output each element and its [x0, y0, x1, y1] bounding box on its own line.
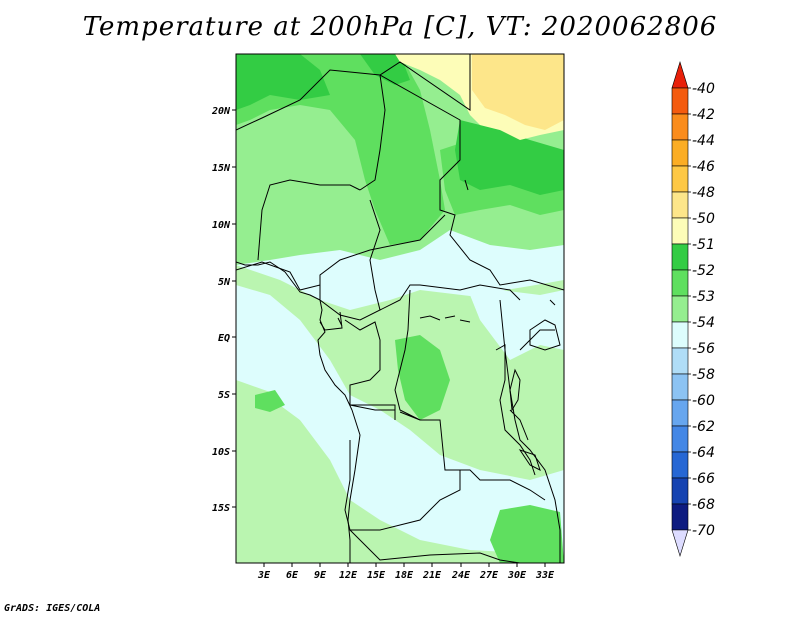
colorbar-label: -68: [692, 497, 715, 513]
colorbar-swatch: [671, 425, 689, 453]
field-dark-green-n: [236, 54, 330, 110]
colorbar-swatch: [671, 87, 689, 115]
lon-label: 6E: [286, 570, 299, 581]
lat-label: 10S: [212, 447, 230, 458]
colorbar-label: -48: [692, 185, 715, 201]
temperature-field: [236, 54, 564, 563]
lat-labels: 20N 15N 10N 5N EQ 5S 10S 15S: [211, 106, 231, 514]
colorbar-label: -64: [692, 445, 715, 461]
field-mid-green-north: [236, 54, 445, 245]
colorbar-label: -42: [692, 107, 715, 123]
lat-label: 15N: [212, 163, 231, 174]
lon-label: 3E: [257, 570, 271, 581]
map-title: Temperature at 200hPa [C], VT: 202006280…: [82, 12, 718, 42]
colorbar-label: -52: [692, 263, 715, 279]
lon-label: 18E: [395, 570, 414, 581]
colorbar-label: -58: [692, 367, 715, 383]
lat-label: 5N: [218, 277, 231, 288]
lat-axis: [232, 109, 236, 508]
colorbar-label: -54: [692, 315, 715, 331]
colorbar-swatch: [671, 347, 689, 375]
field-mid-green-swpatch: [255, 390, 285, 412]
colorbar-label: -66: [692, 471, 715, 487]
colorbar-swatch: [671, 165, 689, 193]
lon-label: 33E: [535, 570, 555, 581]
lake-lines: [419, 299, 556, 323]
colorbar-swatch: [671, 321, 689, 349]
colorbar-label: -50: [692, 211, 715, 227]
grads-credit: GrADS: IGES/COLA: [4, 603, 101, 614]
field-mid-green-se: [490, 505, 564, 563]
lon-label: 21E: [422, 570, 442, 581]
colorbar-swatch: [671, 217, 689, 245]
colorbar-label: -40: [692, 81, 715, 97]
colorbar-label: -60: [692, 393, 715, 409]
lat-label: 5S: [218, 390, 230, 401]
colorbar: -40 -42 -44 -46 -48 -50 -51 -52 -53 -54 -56 -58 -60 -…: [671, 60, 715, 558]
border-lines: [236, 54, 564, 563]
colorbar-swatch: [671, 243, 689, 271]
country-borders: [236, 54, 564, 563]
colorbar-label: -53: [692, 289, 715, 305]
colorbar-top-arrow: [671, 60, 689, 89]
lon-label: 9E: [314, 570, 327, 581]
lat-label: 20N: [211, 106, 231, 117]
field-mid-green-congo: [395, 335, 450, 420]
colorbar-label: -51: [692, 237, 715, 253]
field-dark-green-top: [360, 54, 410, 85]
colorbar-swatch: [671, 477, 689, 505]
colorbar-swatch: [671, 139, 689, 167]
colorbar-swatch: [671, 399, 689, 427]
lon-axis: [263, 563, 546, 567]
colorbar-swatch: [671, 503, 689, 531]
lat-label: EQ: [218, 333, 230, 344]
colorbar-swatch: [671, 295, 689, 323]
colorbar-label: -62: [692, 419, 715, 435]
lon-label: 24E: [451, 570, 471, 581]
lat-label: 15S: [212, 503, 230, 514]
field-yellow-ne: [472, 54, 564, 130]
colorbar-swatch: [671, 373, 689, 401]
lon-label: 12E: [339, 570, 358, 581]
colorbar-swatch: [671, 451, 689, 479]
lon-label: 15E: [367, 570, 386, 581]
coastline-lines: [236, 261, 561, 563]
field-cyan-south: [355, 420, 450, 520]
lon-labels: 3E 6E 9E 12E 15E 18E 21E 24E 27E 30E 33E: [257, 570, 555, 581]
colorbar-bottom-arrow: [671, 529, 689, 558]
field-light-green-south: [236, 380, 564, 563]
colorbar-swatch: [671, 191, 689, 219]
colorbar-label: -44: [692, 133, 715, 149]
colorbar-label: -56: [692, 341, 715, 357]
colorbar-swatch: [671, 113, 689, 141]
colorbar-label: -46: [692, 159, 715, 175]
colorbar-swatch: [671, 269, 689, 297]
field-cyan-east: [470, 290, 564, 360]
lon-label: 27E: [479, 570, 499, 581]
lon-label: 30E: [507, 570, 527, 581]
field-dark-green-ne: [455, 120, 564, 195]
map-frame: [235, 53, 565, 564]
lat-label: 10N: [212, 220, 231, 231]
colorbar-label: -70: [692, 523, 715, 539]
field-cyan-west: [236, 285, 360, 470]
